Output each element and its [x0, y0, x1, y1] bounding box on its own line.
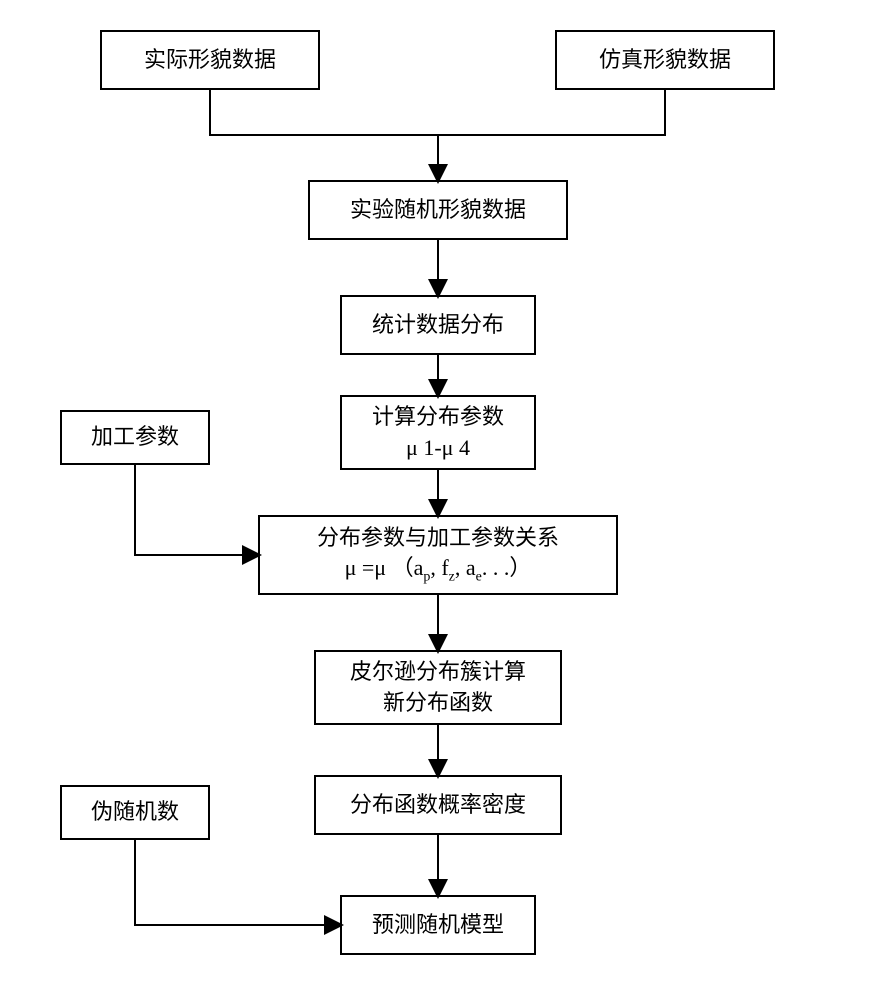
node-pearson-line2: 新分布函数: [350, 688, 526, 719]
node-calc-params: 计算分布参数 μ 1-μ 4: [340, 395, 536, 470]
edge-sim-to-merge: [438, 90, 665, 135]
node-pseudo-random: 伪随机数: [60, 785, 210, 840]
edge-proc-to-rel: [135, 465, 258, 555]
edge-actual-to-exp: [210, 90, 438, 180]
flowchart-connectors: [0, 0, 889, 1000]
node-proc-params: 加工参数: [60, 410, 210, 465]
node-calc-line2: μ 1-μ 4: [372, 433, 504, 464]
node-relation: 分布参数与加工参数关系 μ =μ （ap, fz, ae. . .）: [258, 515, 618, 595]
node-relation-line1: 分布参数与加工参数关系: [317, 523, 559, 554]
node-density: 分布函数概率密度: [314, 775, 562, 835]
node-predict: 预测随机模型: [340, 895, 536, 955]
node-exp-random: 实验随机形貌数据: [308, 180, 568, 240]
node-pearson: 皮尔逊分布簇计算 新分布函数: [314, 650, 562, 725]
node-relation-line2: μ =μ （ap, fz, ae. . .）: [317, 553, 559, 587]
edge-pseudo-to-predict: [135, 840, 340, 925]
node-pearson-line1: 皮尔逊分布簇计算: [350, 657, 526, 688]
node-actual-data: 实际形貌数据: [100, 30, 320, 90]
node-stat-dist: 统计数据分布: [340, 295, 536, 355]
node-calc-line1: 计算分布参数: [372, 402, 504, 433]
node-sim-data: 仿真形貌数据: [555, 30, 775, 90]
